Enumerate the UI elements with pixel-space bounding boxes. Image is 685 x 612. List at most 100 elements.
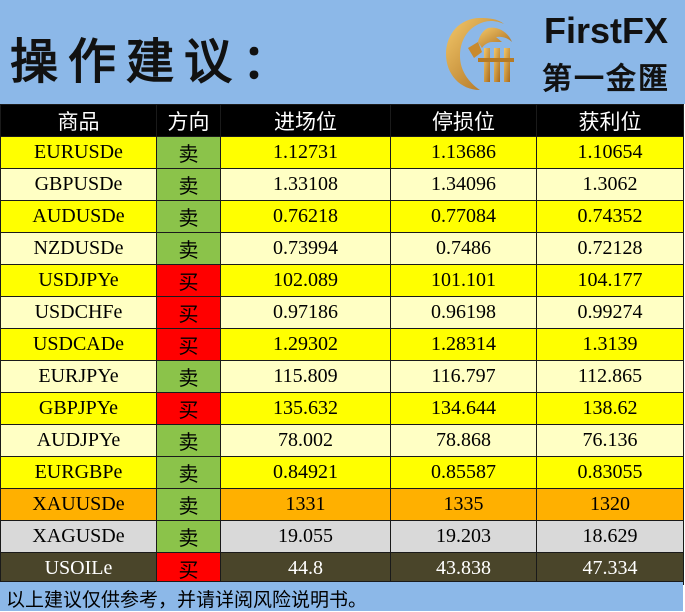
symbol-cell: NZDUSDe bbox=[0, 232, 157, 265]
entry-price-cell: 44.8 bbox=[220, 552, 391, 585]
table-row: GBPJPYe 买 135.632 134.644 138.62 bbox=[0, 392, 684, 425]
take-profit-cell: 18.629 bbox=[536, 520, 684, 553]
brand-name-cn: 第一金匯 bbox=[542, 62, 670, 97]
table-row: GBPUSDe 卖 1.33108 1.34096 1.3062 bbox=[0, 168, 684, 201]
column-header-direction: 方向 bbox=[156, 104, 221, 137]
symbol-cell: USDJPYe bbox=[0, 264, 157, 297]
table-row: EURUSDe 卖 1.12731 1.13686 1.10654 bbox=[0, 136, 684, 169]
direction-cell: 卖 bbox=[156, 360, 221, 393]
take-profit-cell: 0.74352 bbox=[536, 200, 684, 233]
table-row: USOILe 买 44.8 43.838 47.334 bbox=[0, 552, 684, 585]
symbol-cell: GBPJPYe bbox=[0, 392, 157, 425]
direction-cell: 卖 bbox=[156, 424, 221, 457]
entry-price-cell: 78.002 bbox=[220, 424, 391, 457]
stop-loss-cell: 1335 bbox=[390, 488, 537, 521]
column-header-target: 获利位 bbox=[536, 104, 684, 137]
brand-name-en: FirstFX bbox=[543, 10, 668, 51]
entry-price-cell: 0.84921 bbox=[220, 456, 391, 489]
entry-price-cell: 1.33108 bbox=[220, 168, 391, 201]
direction-cell: 买 bbox=[156, 392, 221, 425]
entry-price-cell: 135.632 bbox=[220, 392, 391, 425]
table-row: XAGUSDe 卖 19.055 19.203 18.629 bbox=[0, 520, 684, 553]
table-row: NZDUSDe 卖 0.73994 0.7486 0.72128 bbox=[0, 232, 684, 265]
table-row: USDJPYe 买 102.089 101.101 104.177 bbox=[0, 264, 684, 297]
entry-price-cell: 1.12731 bbox=[220, 136, 391, 169]
direction-cell: 卖 bbox=[156, 488, 221, 521]
table-row: XAUUSDe 卖 1331 1335 1320 bbox=[0, 488, 684, 521]
stop-loss-cell: 0.77084 bbox=[390, 200, 537, 233]
direction-cell: 买 bbox=[156, 552, 221, 585]
take-profit-cell: 112.865 bbox=[536, 360, 684, 393]
stop-loss-cell: 101.101 bbox=[390, 264, 537, 297]
disclaimer-text: 以上建议仅供参考，并请详阅风险说明书。 bbox=[6, 589, 368, 611]
stop-loss-cell: 0.7486 bbox=[390, 232, 537, 265]
symbol-cell: GBPUSDe bbox=[0, 168, 157, 201]
take-profit-cell: 0.72128 bbox=[536, 232, 684, 265]
entry-price-cell: 102.089 bbox=[220, 264, 391, 297]
table-row: EURJPYe 卖 115.809 116.797 112.865 bbox=[0, 360, 684, 393]
stop-loss-cell: 78.868 bbox=[390, 424, 537, 457]
stop-loss-cell: 19.203 bbox=[390, 520, 537, 553]
take-profit-cell: 76.136 bbox=[536, 424, 684, 457]
direction-cell: 卖 bbox=[156, 200, 221, 233]
table-row: AUDUSDe 卖 0.76218 0.77084 0.74352 bbox=[0, 200, 684, 233]
take-profit-cell: 1320 bbox=[536, 488, 684, 521]
direction-cell: 买 bbox=[156, 264, 221, 297]
symbol-cell: XAGUSDe bbox=[0, 520, 157, 553]
stop-loss-cell: 1.28314 bbox=[390, 328, 537, 361]
take-profit-cell: 0.83055 bbox=[536, 456, 684, 489]
take-profit-cell: 1.3139 bbox=[536, 328, 684, 361]
take-profit-cell: 0.99274 bbox=[536, 296, 684, 329]
entry-price-cell: 0.76218 bbox=[220, 200, 391, 233]
symbol-cell: EURJPYe bbox=[0, 360, 157, 393]
page-title: 操作建议： bbox=[10, 34, 301, 90]
symbol-cell: USDCHFe bbox=[0, 296, 157, 329]
entry-price-cell: 19.055 bbox=[220, 520, 391, 553]
take-profit-cell: 47.334 bbox=[536, 552, 684, 585]
stop-loss-cell: 43.838 bbox=[390, 552, 537, 585]
quote-table-body: EURUSDe 卖 1.12731 1.13686 1.10654 GBPUSDe 卖 1.3… bbox=[0, 136, 684, 585]
column-header-entry: 进场位 bbox=[220, 104, 391, 137]
table-row: USDCADe 买 1.29302 1.28314 1.3139 bbox=[0, 328, 684, 361]
direction-cell: 卖 bbox=[156, 520, 221, 553]
take-profit-cell: 1.3062 bbox=[536, 168, 684, 201]
symbol-cell: XAUUSDe bbox=[0, 488, 157, 521]
disclaimer-bar: 以上建议仅供参考，并请详阅风险说明书。 bbox=[0, 581, 683, 611]
symbol-cell: AUDUSDe bbox=[0, 200, 157, 233]
table-row: USDCHFe 买 0.97186 0.96198 0.99274 bbox=[0, 296, 684, 329]
symbol-cell: EURGBPe bbox=[0, 456, 157, 489]
direction-cell: 卖 bbox=[156, 232, 221, 265]
take-profit-cell: 104.177 bbox=[536, 264, 684, 297]
dragon-logo-icon bbox=[446, 18, 514, 90]
symbol-cell: EURUSDe bbox=[0, 136, 157, 169]
entry-price-cell: 1.29302 bbox=[220, 328, 391, 361]
stop-loss-cell: 116.797 bbox=[390, 360, 537, 393]
stop-loss-cell: 0.85587 bbox=[390, 456, 537, 489]
symbol-cell: USOILe bbox=[0, 552, 157, 585]
symbol-cell: USDCADe bbox=[0, 328, 157, 361]
take-profit-cell: 138.62 bbox=[536, 392, 684, 425]
stop-loss-cell: 134.644 bbox=[390, 392, 537, 425]
entry-price-cell: 1331 bbox=[220, 488, 391, 521]
table-header-row: 商品 方向 进场位 停损位 获利位 bbox=[0, 104, 684, 137]
direction-cell: 卖 bbox=[156, 456, 221, 489]
stop-loss-cell: 0.96198 bbox=[390, 296, 537, 329]
direction-cell: 买 bbox=[156, 296, 221, 329]
entry-price-cell: 0.73994 bbox=[220, 232, 391, 265]
direction-cell: 买 bbox=[156, 328, 221, 361]
column-header-stop: 停损位 bbox=[390, 104, 537, 137]
entry-price-cell: 0.97186 bbox=[220, 296, 391, 329]
quote-table: 商品 方向 进场位 停损位 获利位 EURUSDe 卖 1.12731 1.13686… bbox=[0, 104, 684, 585]
entry-price-cell: 115.809 bbox=[220, 360, 391, 393]
direction-cell: 卖 bbox=[156, 168, 221, 201]
table-row: EURGBPe 卖 0.84921 0.85587 0.83055 bbox=[0, 456, 684, 489]
direction-cell: 卖 bbox=[156, 136, 221, 169]
take-profit-cell: 1.10654 bbox=[536, 136, 684, 169]
column-header-symbol: 商品 bbox=[0, 104, 157, 137]
header-banner: 操作建议： FirstFX 第一金匯 bbox=[0, 0, 685, 104]
stop-loss-cell: 1.13686 bbox=[390, 136, 537, 169]
stop-loss-cell: 1.34096 bbox=[390, 168, 537, 201]
symbol-cell: AUDJPYe bbox=[0, 424, 157, 457]
table-row: AUDJPYe 卖 78.002 78.868 76.136 bbox=[0, 424, 684, 457]
